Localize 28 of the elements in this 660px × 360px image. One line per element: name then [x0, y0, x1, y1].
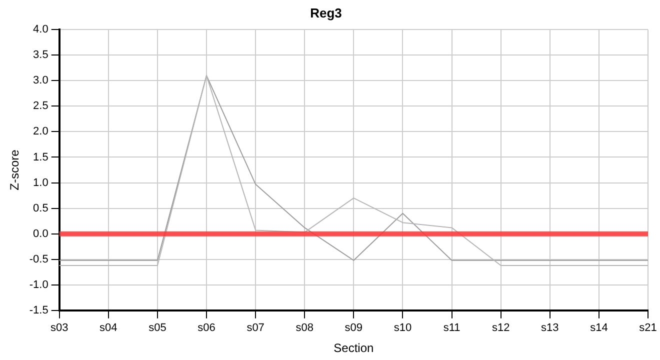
y-tick-label: 4.0 [33, 24, 48, 36]
y-tick-label: 2.0 [33, 126, 48, 138]
y-tick-label: 3.0 [33, 74, 48, 87]
y-tick-label: 0.5 [33, 202, 48, 214]
x-axis-title: Section [334, 341, 374, 356]
x-tick-label: s11 [443, 322, 460, 334]
x-tick-label: s10 [394, 322, 412, 334]
x-tick-label: s03 [50, 322, 68, 334]
x-tick-label: s06 [198, 322, 216, 334]
y-tick-label: 0.0 [33, 228, 48, 240]
x-tick-label: s04 [100, 322, 118, 334]
x-tick-label: s21 [639, 322, 657, 334]
x-tick-label: s08 [296, 322, 314, 334]
y-tick-label: 3.5 [33, 49, 48, 62]
y-tick-label: 1.5 [33, 151, 48, 164]
x-tick-label: s07 [246, 322, 264, 334]
chart-title: Reg3 [310, 5, 342, 20]
y-axis-title: Z-score [8, 149, 22, 190]
x-tick-label: s09 [344, 322, 363, 334]
x-tick-label: s13 [541, 322, 559, 334]
x-tick-label: s05 [148, 322, 166, 334]
y-tick-label: -0.5 [29, 253, 48, 266]
y-tick-label: -1.5 [29, 304, 48, 316]
y-tick-label: 1.0 [33, 176, 48, 189]
x-tick-label: s12 [492, 322, 510, 334]
x-tick-label: s14 [590, 322, 608, 334]
y-tick-label: 2.5 [33, 100, 48, 112]
y-tick-label: -1.0 [29, 278, 48, 291]
